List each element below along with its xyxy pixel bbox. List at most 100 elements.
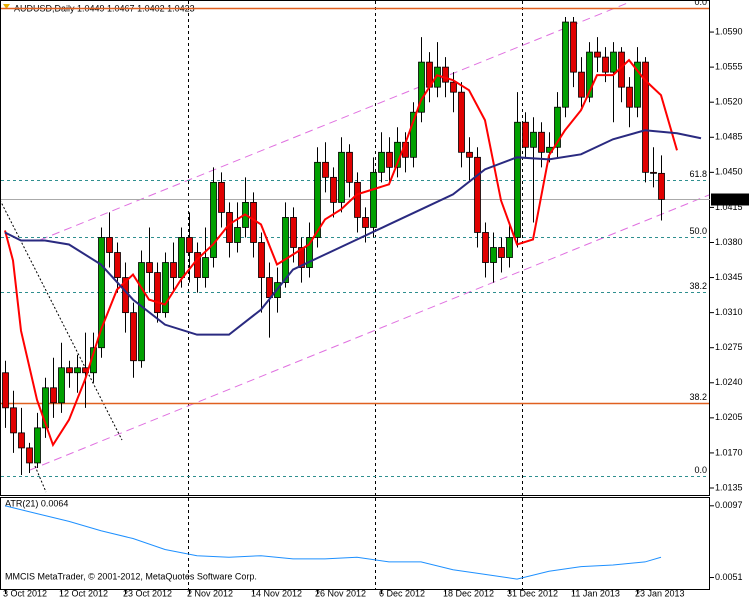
footer: MMCIS MetaTrader, © 2001-2012, MetaQuote…: [5, 571, 257, 581]
candle-body: [466, 151, 473, 158]
candle-body: [58, 367, 65, 404]
y-tick-label: 1.0555: [715, 62, 743, 72]
current-price-box: [711, 193, 749, 206]
candle-body: [490, 247, 497, 263]
candle-body: [554, 106, 561, 148]
candle-body: [290, 217, 297, 248]
x-tick-label: 23 Jan 2013: [635, 588, 685, 598]
y-tick-label: 1.0380: [715, 237, 743, 247]
candle-body: [626, 86, 633, 108]
y-tick-label: 1.0170: [715, 447, 743, 457]
x-tick-label: 3 Oct 2012: [3, 588, 47, 598]
candle-body: [50, 387, 57, 404]
x-tick-label: 11 Jan 2013: [571, 588, 620, 598]
candle-body: [42, 387, 49, 429]
candle-body: [362, 217, 369, 228]
candle-body: [386, 151, 393, 168]
candle-body: [594, 51, 601, 58]
y-tick-label: 1.0345: [715, 272, 743, 282]
fib-level-label: 50.0: [689, 226, 707, 236]
moving-average: [4, 129, 702, 336]
y-tick-label: 1.0590: [715, 26, 743, 36]
candle-body: [458, 91, 465, 153]
x-tick-label: 31 Dec 2012: [507, 588, 558, 598]
candle-body: [218, 181, 225, 213]
candle-body: [474, 156, 481, 233]
candle-body: [378, 151, 385, 173]
candle-body: [330, 176, 337, 203]
candle-body: [634, 61, 641, 108]
candle-body: [514, 121, 521, 238]
candle-body: [442, 66, 449, 83]
x-tick-label: 2 Nov 2012: [187, 588, 233, 598]
candle-body: [314, 161, 321, 238]
candle-body: [570, 21, 577, 73]
y-tick-label: 1.0135: [715, 482, 743, 492]
atr-line: [4, 505, 662, 580]
candle-body: [2, 372, 9, 409]
candle-body: [26, 447, 33, 464]
candle-body: [322, 161, 329, 178]
x-tick-label: 6 Dec 2012: [379, 588, 425, 598]
candle-body: [410, 111, 417, 158]
moving-average: [4, 58, 678, 448]
candle-body: [210, 181, 217, 258]
candle-body: [186, 237, 193, 253]
candle-body: [538, 131, 545, 153]
channel: [29, 1, 710, 471]
candle-body: [562, 21, 569, 108]
candle-body: [234, 227, 241, 243]
candle-body: [586, 51, 593, 98]
candle-body: [66, 367, 73, 374]
candle-body: [154, 272, 161, 314]
candle-body: [650, 171, 657, 174]
y-tick-label: 1.0450: [715, 167, 743, 177]
candle-body: [602, 56, 609, 73]
candle-body: [162, 262, 169, 314]
x-tick-label: 23 Oct 2012: [123, 588, 172, 598]
candle-body: [498, 247, 505, 258]
candle-body: [522, 121, 529, 148]
candle-body: [258, 242, 265, 278]
candle-body: [146, 262, 153, 273]
candle-body: [338, 151, 345, 203]
fib-level-label: 61.8: [689, 169, 707, 179]
candle-body: [138, 262, 145, 362]
fib-level-label: 38.2: [689, 281, 707, 291]
candle-body: [482, 232, 489, 263]
candle-body: [170, 262, 177, 278]
y-tick-label: 1.0205: [715, 412, 743, 422]
candle-body: [346, 151, 353, 183]
title-icon: [3, 4, 10, 9]
trendline-line: [34, 465, 47, 493]
y-tick-label: 0.0051: [715, 572, 743, 582]
candle-body: [354, 181, 361, 218]
candle-body: [610, 51, 617, 73]
candle-body: [266, 277, 273, 299]
candle-body: [658, 172, 665, 200]
candle-body: [10, 407, 17, 434]
candle-body: [578, 71, 585, 98]
x-tick-label: 14 Nov 2012: [251, 588, 302, 598]
candle-body: [178, 237, 185, 278]
x-tick-label: 26 Nov 2012: [315, 588, 366, 598]
candle-body: [194, 252, 201, 278]
current-price-label: 1.0423: [715, 194, 743, 204]
atr-pane: [0, 497, 710, 590]
candle-body: [642, 61, 649, 173]
y-tick-label: 1.0485: [715, 132, 743, 142]
y-tick-label: 1.0310: [715, 307, 743, 317]
candle-body: [250, 202, 257, 243]
y-tick-label: 1.0415: [715, 202, 743, 212]
candle-body: [130, 312, 137, 362]
y-tick-label: 0.0097: [715, 500, 743, 510]
fib-level-label: 0.0: [694, 0, 707, 7]
fib-level-label: 38.2: [689, 392, 707, 402]
candle-body: [18, 432, 25, 449]
channel-upper: [39, 1, 631, 241]
candle-body: [98, 237, 105, 349]
y-tick-label: 1.0520: [715, 97, 743, 107]
candle-body: [530, 131, 537, 148]
